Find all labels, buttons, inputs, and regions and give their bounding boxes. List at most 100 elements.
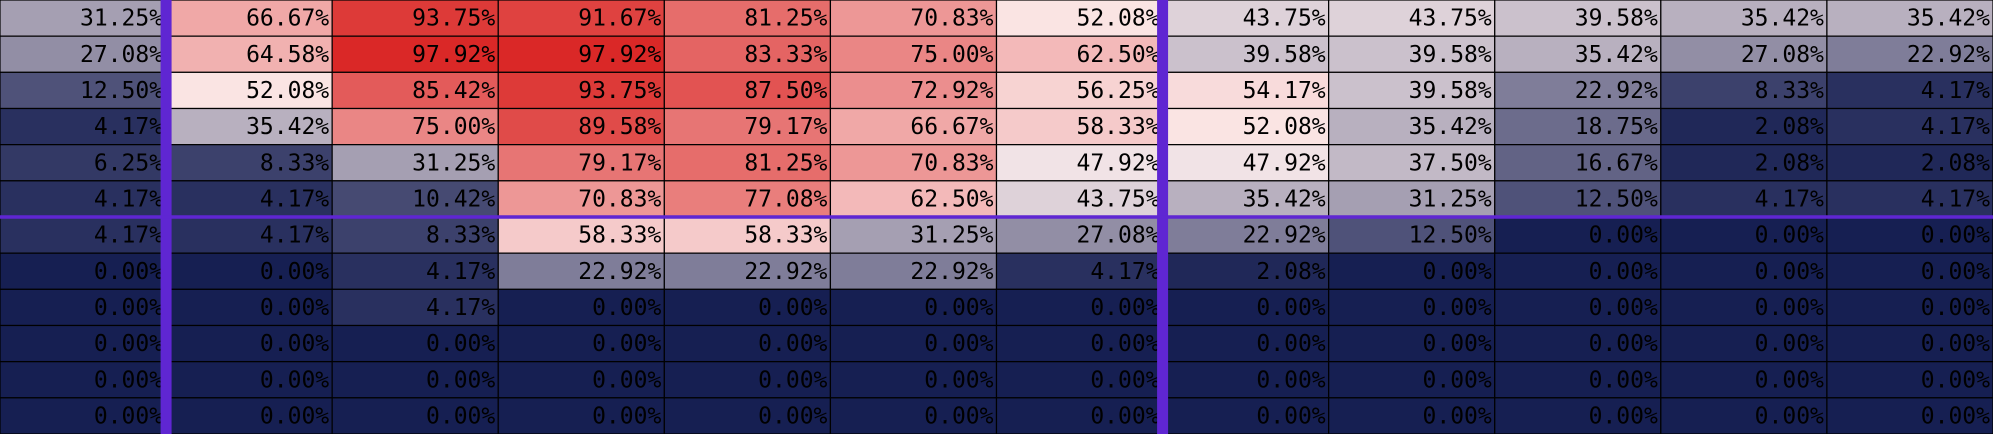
heatmap-cell-label-r5-c8: 31.25% — [1409, 186, 1492, 212]
heatmap-cell-label-r0-c11: 35.42% — [1907, 6, 1990, 32]
heatmap-cell-label-r1-c4: 83.33% — [744, 42, 827, 68]
heatmap-cell-label-r2-c4: 87.50% — [744, 78, 827, 104]
heatmap-cell-label-r11-c1: 0.00% — [260, 403, 329, 429]
heatmap-cell-label-r6-c7: 22.92% — [1243, 223, 1326, 249]
heatmap-cell-label-r7-c1: 0.00% — [260, 259, 329, 285]
heatmap-cell-label-r6-c9: 0.00% — [1589, 223, 1658, 249]
heatmap-cell-label-r3-c3: 89.58% — [578, 114, 661, 140]
heatmap-cell-label-r8-c5: 0.00% — [924, 295, 993, 321]
heatmap-cell-label-r5-c7: 35.42% — [1243, 186, 1326, 212]
heatmap-cell-r9-c11 — [1826, 324, 1993, 363]
heatmap-cell-r1-c9 — [1494, 35, 1662, 73]
heatmap-cell-label-r5-c6: 43.75% — [1076, 186, 1159, 212]
heatmap-cell-r8-c2 — [331, 288, 499, 327]
heatmap-cell-label-r8-c4: 0.00% — [758, 295, 827, 321]
heatmap-cell-label-r1-c6: 62.50% — [1076, 42, 1159, 68]
heatmap-cell-label-r0-c10: 35.42% — [1741, 6, 1824, 32]
heatmap-cell-r10-c5 — [829, 361, 998, 399]
heatmap-cell-r9-c5 — [829, 324, 998, 363]
heatmap-cell-label-r11-c9: 0.00% — [1589, 403, 1658, 429]
heatmap-cell-label-r9-c9: 0.00% — [1589, 331, 1658, 357]
heatmap-cell-label-r7-c8: 0.00% — [1423, 259, 1492, 285]
heatmap-cell-label-r2-c10: 8.33% — [1755, 78, 1824, 104]
heatmap-cell-r9-c3 — [497, 324, 665, 363]
heatmap-cell-label-r6-c10: 0.00% — [1755, 223, 1824, 249]
heatmap-cell-label-r10-c4: 0.00% — [758, 367, 827, 393]
heatmap-cell-r11-c8 — [1328, 397, 1496, 434]
heatmap-cell-label-r3-c9: 18.75% — [1575, 114, 1658, 140]
heatmap-cell-label-r2-c7: 54.17% — [1243, 78, 1326, 104]
heatmap-cell-label-r7-c9: 0.00% — [1589, 259, 1658, 285]
heatmap-cell-label-r9-c5: 0.00% — [924, 331, 993, 357]
heatmap-cell-r8-c8 — [1328, 288, 1496, 327]
heatmap-cell-label-r0-c7: 43.75% — [1243, 6, 1326, 32]
heatmap-cell-r0-c10 — [1660, 0, 1828, 37]
heatmap-cell-r1-c8 — [1328, 35, 1496, 73]
heatmap-cell-r9-c9 — [1494, 324, 1662, 363]
heatmap-cell-label-r9-c7: 0.00% — [1256, 331, 1325, 357]
heatmap-cell-label-r4-c6: 47.92% — [1076, 150, 1159, 176]
heatmap-cell-r4-c1 — [165, 144, 333, 182]
heatmap-cell-label-r6-c8: 12.50% — [1409, 223, 1492, 249]
heatmap-cell-label-r4-c5: 70.83% — [910, 150, 993, 176]
heatmap-cell-r4-c5 — [829, 144, 998, 182]
heatmap-cell-label-r6-c2: 8.33% — [426, 223, 495, 249]
heatmap-cell-r7-c4 — [663, 252, 832, 290]
heatmap-cell-r5-c1 — [165, 180, 333, 218]
heatmap-cell-label-r4-c8: 37.50% — [1409, 150, 1492, 176]
heatmap-cell-r5-c10 — [1660, 180, 1828, 218]
heatmap-cell-label-r7-c3: 22.92% — [578, 259, 661, 285]
heatmap-cell-r10-c3 — [497, 361, 665, 399]
heatmap-cell-label-r11-c8: 0.00% — [1423, 403, 1492, 429]
heatmap-cell-label-r2-c2: 85.42% — [412, 78, 495, 104]
heatmap-cell-r7-c3 — [497, 252, 665, 290]
heatmap-cell-r4-c7 — [1161, 144, 1330, 182]
heatmap-cell-label-r5-c4: 77.08% — [744, 186, 827, 212]
heatmap-cell-label-r7-c5: 22.92% — [910, 259, 993, 285]
heatmap-cell-label-r11-c4: 0.00% — [758, 403, 827, 429]
heatmap-cell-r5-c3 — [497, 180, 665, 218]
heatmap-cell-label-r9-c11: 0.00% — [1921, 331, 1990, 357]
heatmap-cell-label-r3-c0: 4.17% — [94, 114, 163, 140]
heatmap-cell-label-r0-c1: 66.67% — [246, 6, 329, 32]
heatmap-cell-label-r7-c6: 4.17% — [1090, 259, 1159, 285]
heatmap-cell-r3-c9 — [1494, 107, 1662, 146]
heatmap-cell-label-r5-c10: 4.17% — [1755, 186, 1824, 212]
heatmap-cell-r2-c4 — [663, 71, 832, 110]
heatmap-cell-label-r8-c7: 0.00% — [1256, 295, 1325, 321]
heatmap-cell-label-r10-c9: 0.00% — [1589, 367, 1658, 393]
heatmap-cell-label-r5-c0: 4.17% — [94, 186, 163, 212]
heatmap-cell-r1-c0 — [0, 35, 167, 73]
heatmap-cell-label-r2-c11: 4.17% — [1921, 78, 1990, 104]
heatmap-cell-label-r1-c1: 64.58% — [246, 42, 329, 68]
heatmap-cell-r0-c6 — [995, 0, 1164, 37]
heatmap-cell-label-r6-c0: 4.17% — [94, 223, 163, 249]
heatmap-cell-label-r9-c6: 0.00% — [1090, 331, 1159, 357]
heatmap-cell-r6-c0 — [0, 216, 167, 254]
heatmap-cell-label-r8-c6: 0.00% — [1090, 295, 1159, 321]
heatmap-cell-r11-c0 — [0, 397, 167, 434]
heatmap-cell-r6-c8 — [1328, 216, 1496, 254]
heatmap-cell-r6-c5 — [829, 216, 998, 254]
heatmap-cell-label-r1-c3: 97.92% — [578, 42, 661, 68]
heatmap-cell-label-r5-c2: 10.42% — [412, 186, 495, 212]
heatmap-cell-label-r7-c2: 4.17% — [426, 259, 495, 285]
heatmap-cell-label-r4-c9: 16.67% — [1575, 150, 1658, 176]
heatmap-cell-label-r10-c7: 0.00% — [1256, 367, 1325, 393]
heatmap-cell-r5-c11 — [1826, 180, 1993, 218]
heatmap-cell-label-r6-c3: 58.33% — [578, 223, 661, 249]
heatmap-cell-r3-c2 — [331, 107, 499, 146]
heatmap-cell-label-r3-c5: 66.67% — [910, 114, 993, 140]
heatmap-cell-r3-c0 — [0, 107, 167, 146]
heatmap-cell-r0-c9 — [1494, 0, 1662, 37]
heatmap-cell-r11-c3 — [497, 397, 665, 434]
heatmap-cell-label-r8-c3: 0.00% — [592, 295, 661, 321]
heatmap-cell-label-r8-c8: 0.00% — [1423, 295, 1492, 321]
heatmap-cell-r10-c2 — [331, 361, 499, 399]
heatmap-cell-label-r2-c6: 56.25% — [1076, 78, 1159, 104]
heatmap-cell-label-r7-c0: 0.00% — [94, 259, 163, 285]
heatmap-cell-r8-c3 — [497, 288, 665, 327]
heatmap-cell-label-r10-c1: 0.00% — [260, 367, 329, 393]
